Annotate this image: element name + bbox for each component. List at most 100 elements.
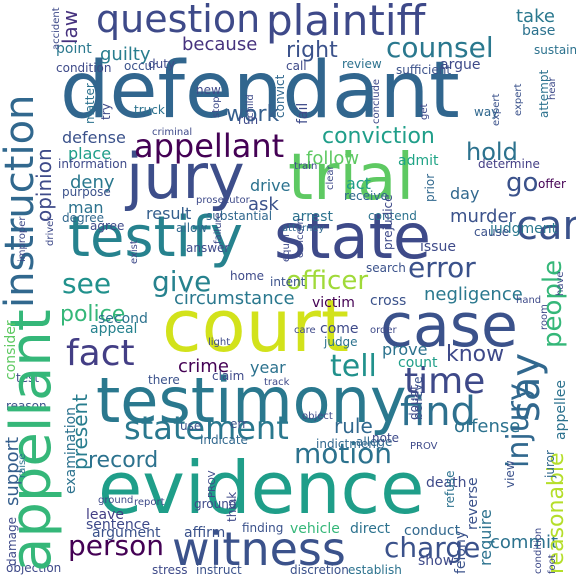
word-condition: doubt — [407, 385, 421, 420]
word-judgment: judgment — [490, 221, 558, 237]
word-search: search — [366, 261, 406, 275]
word-officer: officer — [286, 266, 369, 296]
word-base: sustain — [534, 43, 576, 57]
word-call: review — [342, 57, 382, 71]
word-substantial: substantial — [206, 209, 273, 223]
word-murder: murder — [450, 206, 516, 227]
word-car: car — [516, 203, 576, 249]
word-house: finding — [242, 521, 284, 535]
word-day: day — [450, 184, 480, 203]
word-motion: motion — [294, 437, 393, 470]
word-PROV: report — [134, 497, 165, 508]
word-because: because — [182, 34, 258, 55]
word-year: year — [250, 358, 286, 377]
word-err: err — [230, 417, 248, 431]
word-reverse: reverse — [465, 477, 481, 530]
word-degree: purpose — [62, 185, 111, 199]
word-cross: cross — [370, 293, 407, 309]
word-way: way — [474, 105, 499, 119]
word-time: time — [404, 361, 486, 402]
word-truck: try — [99, 103, 113, 120]
word-duty: call — [286, 59, 307, 73]
word-witness: witness — [172, 522, 346, 576]
word-hold: hold — [466, 138, 518, 166]
word-person: person — [68, 529, 164, 562]
word-state: state — [274, 200, 432, 273]
word-evidence: evidence — [98, 446, 425, 530]
word-rule: rule — [334, 414, 373, 438]
word-warrant: attorney — [282, 223, 325, 234]
word-occur: duty — [148, 57, 176, 71]
word-there: there — [148, 373, 180, 387]
word-charge: charge — [384, 531, 481, 564]
word-new: new — [196, 83, 221, 97]
word-damage: indicate — [200, 433, 248, 447]
word-attorney: room — [539, 304, 550, 330]
word-know: know — [446, 342, 505, 367]
word-view: juror — [543, 450, 557, 478]
word-work: work — [226, 102, 280, 127]
word-admit: admit — [398, 153, 439, 169]
word-sufficient: argue — [440, 57, 481, 73]
word-light: note — [372, 431, 400, 445]
word-objection: damage — [5, 516, 19, 566]
word-injury: injury — [501, 383, 536, 468]
word-foot: condition — [56, 61, 112, 75]
word-claim: claim — [212, 369, 245, 383]
word-give: give — [152, 265, 212, 298]
word-equal: clear — [325, 165, 336, 190]
word-error: error — [408, 251, 476, 284]
word-attempt: expert — [491, 93, 502, 126]
word-expert: expert — [513, 83, 524, 116]
word-stress: instruct — [196, 563, 242, 576]
word-refuse: refuse — [443, 470, 457, 508]
word-convict: convict — [273, 74, 287, 118]
word-issue: issue — [420, 239, 456, 255]
word-conviction: conviction — [322, 124, 435, 149]
word-care: ground — [194, 497, 237, 511]
word-driver: foot — [547, 554, 558, 574]
word-question: question — [96, 0, 261, 41]
word-concern: equal — [281, 234, 292, 262]
word-note: improper — [17, 216, 28, 263]
word-defendant: defendant — [60, 46, 460, 136]
word-guilty: guilty — [100, 44, 151, 65]
word-vehicle: vehicle — [290, 521, 340, 537]
word-instruct: objection — [6, 561, 62, 575]
word-law: law — [58, 9, 82, 44]
word-negligence: negligence — [424, 284, 523, 305]
word-sentence: sentence — [86, 517, 151, 533]
word-answer: agree — [90, 219, 125, 233]
word-finding: discretion — [290, 563, 349, 576]
word-count: count — [398, 355, 438, 371]
word-agree: allow — [176, 221, 208, 235]
word-offer: offer — [538, 177, 566, 191]
word-death: death — [426, 475, 467, 491]
word-opinion: opinion — [32, 148, 56, 222]
word-failure: failure — [213, 212, 224, 244]
word-indictment: allege — [356, 435, 393, 449]
word-jury: jury — [126, 140, 245, 213]
word-review: sufficient — [396, 63, 452, 77]
word-think: think — [225, 491, 239, 522]
word-conclude: conclude — [371, 78, 382, 124]
word-determine: determine — [478, 157, 540, 171]
word-counsel: counsel — [386, 31, 494, 64]
word-fail: fail — [295, 102, 311, 124]
word-contend: contend — [368, 209, 417, 223]
word-circumstance: circumstance — [174, 288, 295, 309]
word-man: man — [68, 198, 104, 217]
word-hear: hear — [547, 77, 558, 100]
word-plaintiff: plaintiff — [266, 0, 426, 45]
word-statement: statement — [124, 409, 289, 447]
word-object: exist — [129, 240, 140, 264]
word-trial: trial — [288, 141, 415, 215]
word-reason: reason — [6, 399, 47, 413]
word-train: prosecutor — [196, 195, 250, 206]
word-home: answer — [186, 241, 230, 255]
word-return: receive — [344, 189, 388, 203]
word-run: run — [238, 113, 259, 127]
word-come: come — [320, 321, 359, 337]
word-appeal: appeal — [90, 321, 138, 337]
word-indicate: indictment — [316, 437, 381, 451]
